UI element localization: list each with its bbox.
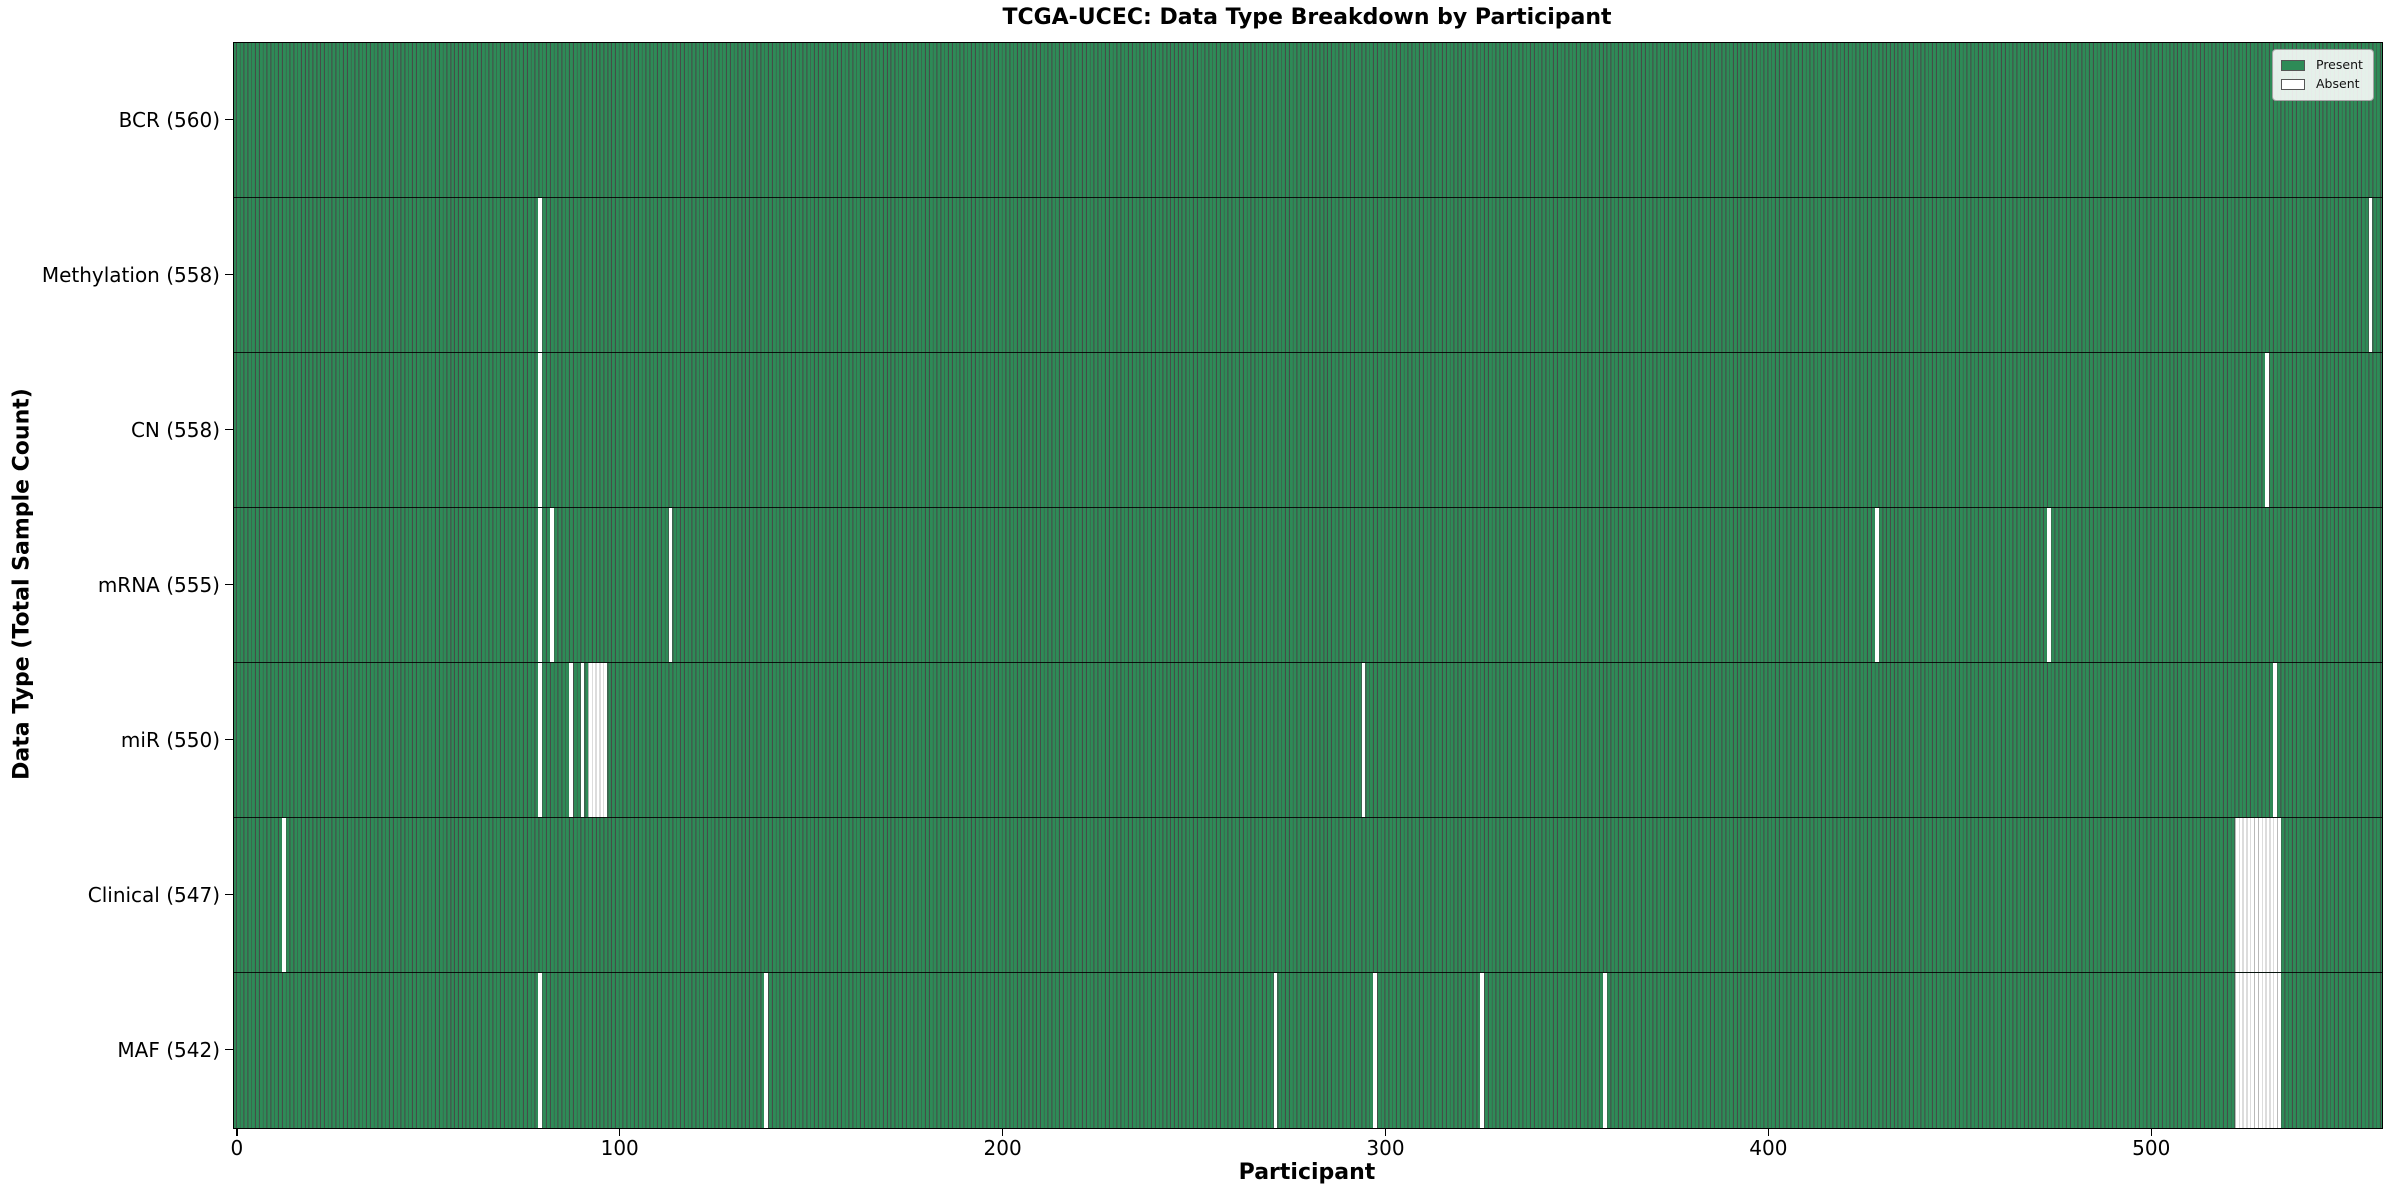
ytick-label-cn: CN (558) (130, 417, 220, 442)
absent-gap-mrna-82 (549, 508, 554, 662)
absent-gap-clinical-522-533 (2234, 818, 2281, 972)
ytick-mark-mrna (225, 583, 233, 586)
legend-present-label: Present (2316, 57, 2363, 73)
absent-gap-mir-90 (580, 663, 585, 817)
plot-area: Present Absent (233, 42, 2383, 1129)
absent-gap-maf-297 (1373, 973, 1377, 1128)
xtick-mark-300 (1384, 1128, 1387, 1136)
row-methylation (234, 198, 2382, 353)
absent-gap-mrna-79 (538, 508, 543, 662)
chart-title: TCGA-UCEC: Data Type Breakdown by Partic… (1002, 5, 1612, 30)
absent-gap-methylation-557 (2368, 198, 2373, 352)
row-mrna (234, 508, 2382, 663)
legend-absent-label: Absent (2316, 76, 2360, 92)
rows-container (234, 43, 2382, 1128)
row-cn (234, 353, 2382, 508)
absent-gap-maf-138 (764, 973, 769, 1128)
ytick-mark-cn (225, 428, 233, 431)
xtick-mark-0 (236, 1128, 238, 1136)
x-axis-title: Participant (1238, 1160, 1376, 1185)
ytick-mark-maf (225, 1048, 233, 1051)
absent-gap-mir-92-96 (588, 663, 608, 817)
absent-gap-maf-271 (1273, 973, 1278, 1128)
ytick-label-mrna: mRNA (555) (97, 572, 220, 597)
xtick-mark-200 (1001, 1128, 1004, 1136)
absent-gap-mir-294 (1361, 663, 1366, 817)
xtick-label-100: 100 (600, 1136, 639, 1160)
row-clinical (234, 818, 2382, 973)
ytick-mark-clinical (225, 893, 233, 896)
absent-gap-maf-357 (1602, 973, 1607, 1128)
xtick-label-400: 400 (1749, 1136, 1788, 1160)
xtick-label-200: 200 (983, 1136, 1022, 1160)
xtick-mark-500 (2150, 1128, 2152, 1136)
absent-gap-maf-325 (1480, 973, 1485, 1128)
xtick-label-300: 300 (1366, 1136, 1405, 1160)
ytick-mark-bcr (225, 118, 233, 121)
xtick-mark-400 (1767, 1128, 1770, 1136)
ytick-label-clinical: Clinical (547) (87, 882, 220, 907)
ytick-mark-methylation (225, 273, 233, 276)
legend: Present Absent (2272, 49, 2374, 101)
absent-gap-mir-532 (2272, 663, 2277, 817)
ytick-label-mir: miR (550) (120, 727, 220, 752)
absent-gap-maf-79 (538, 973, 543, 1128)
absent-gap-mir-87 (569, 663, 573, 817)
absent-gap-mrna-428 (1874, 508, 1879, 662)
absent-gap-cn-530 (2265, 353, 2270, 507)
legend-entry-absent: Absent (2281, 75, 2365, 94)
absent-gap-cn-79 (538, 353, 543, 507)
row-bcr (234, 43, 2382, 198)
absent-gap-maf-522-533 (2234, 973, 2281, 1128)
present-swatch (2281, 60, 2305, 71)
absent-gap-clinical-12 (281, 818, 286, 972)
absent-gap-mir-79 (538, 663, 543, 817)
legend-entry-present: Present (2281, 56, 2365, 75)
row-mir (234, 663, 2382, 818)
ytick-label-bcr: BCR (560) (118, 107, 220, 132)
ytick-label-maf: MAF (542) (117, 1037, 220, 1062)
ytick-mark-mir (225, 738, 233, 741)
absent-swatch (2281, 79, 2305, 90)
xtick-label-0: 0 (230, 1136, 244, 1160)
absent-gap-mrna-113 (668, 508, 673, 662)
xtick-label-500: 500 (2132, 1136, 2171, 1160)
row-maf (234, 973, 2382, 1128)
xtick-mark-100 (619, 1128, 621, 1136)
ytick-label-methylation: Methylation (558) (41, 262, 220, 287)
absent-gap-methylation-79 (538, 198, 543, 352)
absent-gap-mrna-473 (2046, 508, 2051, 662)
